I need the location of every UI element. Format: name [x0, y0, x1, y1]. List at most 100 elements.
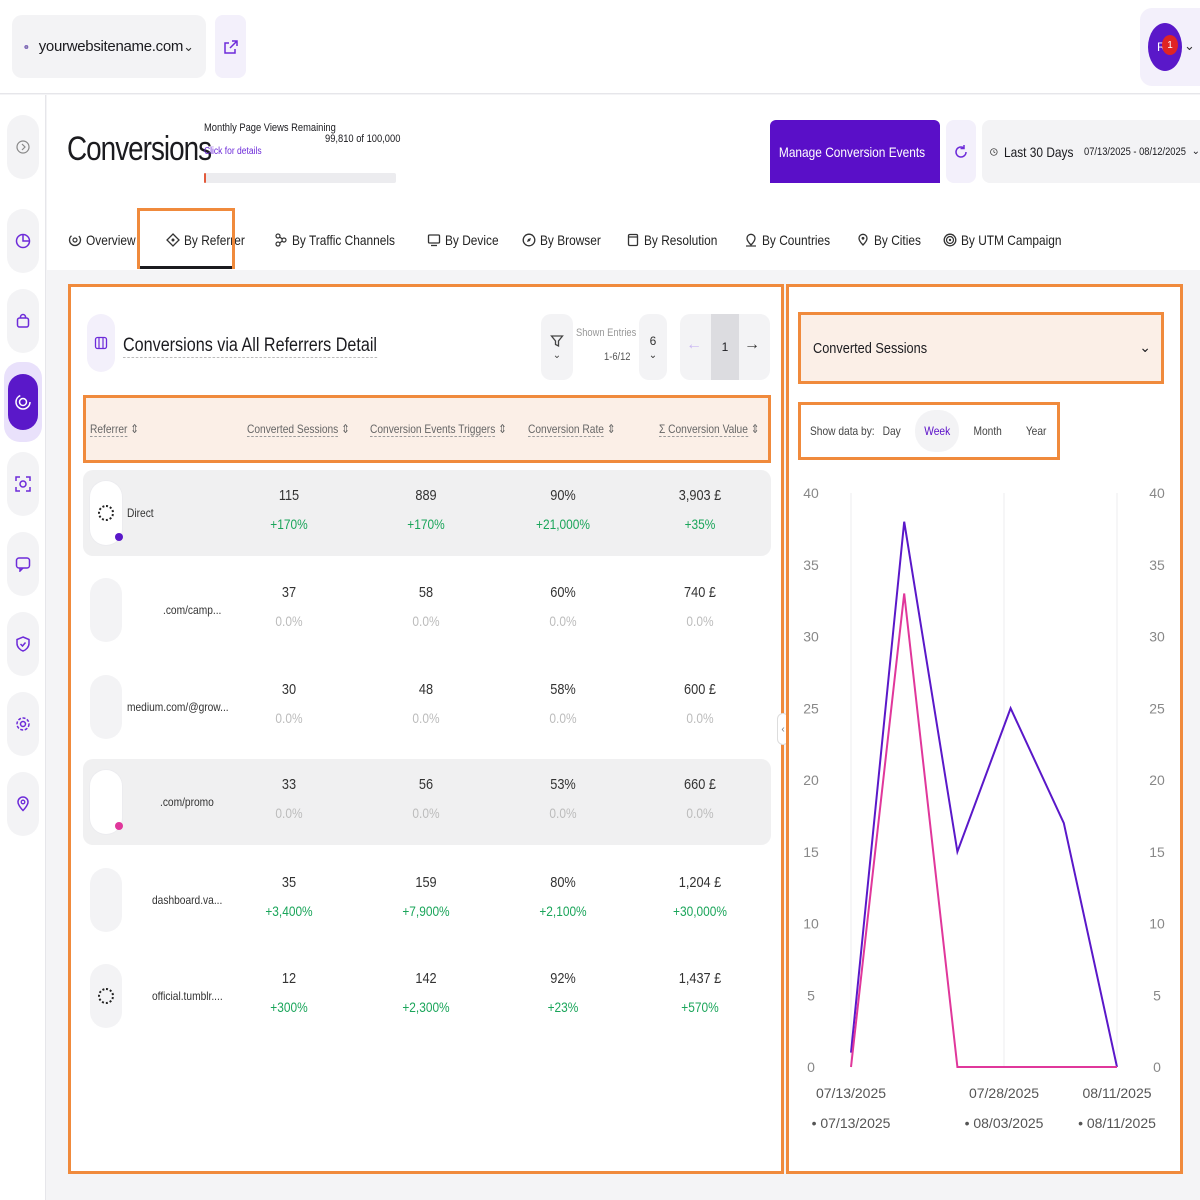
sidebar-item-dashboard[interactable]	[7, 209, 39, 273]
pagination: ← 1 →	[680, 314, 770, 380]
tab-by-device[interactable]: By Device	[426, 220, 517, 260]
y-tick-label-left: 30	[803, 629, 819, 645]
table-row[interactable]: Direct 115 +170% 889 +170% 90% +21,000% 3,9…	[83, 470, 771, 556]
change: +23%	[547, 999, 579, 1015]
page-number[interactable]: 1	[711, 314, 739, 380]
sessions-cell: 12 +300%	[249, 970, 329, 1015]
value: 3,903 £	[678, 487, 722, 504]
next-page-icon[interactable]: →	[744, 336, 760, 353]
value: 48	[418, 681, 434, 698]
column-header-conversion-rate[interactable]: Conversion Rate ⇕	[528, 422, 615, 437]
x-tick-label-previous: • 08/11/2025	[1078, 1115, 1156, 1131]
y-tick-label-left: 20	[803, 772, 819, 788]
site-selector[interactable]: yourwebsitename.com ⌄	[12, 15, 206, 78]
table-row[interactable]: dashboard.va... 35 +3,400% 159 +7,900% 80%…	[83, 857, 771, 943]
tab-by-resolution[interactable]: By Resolution	[625, 220, 739, 260]
sidebar-item-ecommerce[interactable]	[7, 289, 39, 353]
previous-page-icon[interactable]: ←	[686, 336, 702, 353]
tab-by-countries[interactable]: By Countries	[743, 220, 851, 260]
triggers-cell: 889 +170%	[386, 487, 466, 532]
column-label: Converted Sessions	[247, 422, 339, 437]
change: 0.0%	[549, 710, 577, 726]
quota-progress-bar	[204, 173, 396, 183]
sidebar-item-feedback[interactable]	[7, 532, 39, 596]
value: 33	[281, 776, 297, 793]
value: 159	[415, 874, 437, 891]
chevron-down-icon[interactable]: ⌄	[1184, 38, 1195, 53]
column-label: Σ Conversion Value	[659, 422, 748, 437]
change: +3,400%	[265, 903, 313, 919]
tab-by-traffic-channels[interactable]: By Traffic Channels	[273, 220, 422, 260]
entries-per-page-select[interactable]: 6 ⌄	[639, 314, 667, 380]
sidebar-item-conversions[interactable]	[4, 362, 42, 442]
series-dot	[115, 822, 123, 830]
external-link-button[interactable]	[215, 15, 246, 78]
metric-select[interactable]: Converted Sessions ⌄	[798, 312, 1164, 384]
tab-by-utm-campaign[interactable]: By UTM Campaign	[942, 220, 1088, 260]
sort-icon: ⇕	[130, 422, 139, 436]
chevron-down-icon: ⌄	[552, 349, 562, 361]
period-year-button[interactable]: Year	[1016, 410, 1056, 452]
period-week-button[interactable]: Week	[915, 410, 959, 452]
value: 58%	[550, 681, 576, 698]
shown-entries-label: Shown Entries	[576, 327, 637, 339]
value-cell: 660 £ 0.0%	[660, 776, 740, 821]
referrer-icon	[90, 481, 123, 545]
period-month-button[interactable]: Month	[966, 410, 1010, 452]
date-range-picker[interactable]: Last 30 Days 07/13/2025 - 08/12/2025 ⌄	[982, 120, 1200, 183]
chevron-down-icon: ⌄	[1139, 339, 1151, 355]
change: +21,000%	[536, 516, 590, 532]
tab-label: By UTM Campaign	[961, 232, 1062, 248]
sidebar-item-heatmaps[interactable]	[7, 452, 39, 516]
sidebar-item-settings[interactable]	[7, 692, 39, 756]
series-line	[850, 521, 1118, 1068]
quota-details-link[interactable]: Click for details	[204, 146, 262, 157]
user-menu[interactable]: RF 1 ⌄	[1140, 8, 1200, 86]
change: +2,300%	[402, 999, 450, 1015]
column-label: Conversion Events Triggers	[370, 422, 496, 437]
table-row[interactable]: .com/camp... 37 0.0% 58 0.0% 60% 0.0% 740 £…	[83, 567, 771, 653]
referrer-name: official.tumblr....	[152, 989, 223, 1003]
tab-overview[interactable]: Overview	[67, 220, 153, 260]
table-row[interactable]: .com/promo 33 0.0% 56 0.0% 53% 0.0% 660 £ 0.…	[83, 759, 771, 845]
period-day-button[interactable]: Day	[875, 410, 909, 452]
resolution-icon	[625, 232, 641, 248]
value: 37	[281, 584, 297, 601]
column-header-referrer[interactable]: Referrer ⇕	[90, 422, 139, 437]
table-row[interactable]: official.tumblr.... 12 +300% 142 +2,300% 9…	[83, 953, 771, 1039]
overview-icon	[67, 232, 83, 248]
rate-cell: 90% +21,000%	[523, 487, 603, 532]
column-header-conversion-value[interactable]: Σ Conversion Value ⇕	[659, 422, 759, 437]
tab-by-cities[interactable]: By Cities	[855, 220, 938, 260]
sessions-cell: 33 0.0%	[249, 776, 329, 821]
value: 1,204 £	[678, 874, 722, 891]
chat-icon	[15, 557, 31, 572]
table-row[interactable]: medium.com/@grow... 30 0.0% 48 0.0% 58% 0.0…	[83, 664, 771, 750]
cities-icon	[855, 232, 871, 248]
referrer-icon	[90, 578, 122, 642]
sessions-cell: 115 +170%	[249, 487, 329, 532]
change: +570%	[681, 999, 719, 1015]
utm-icon	[942, 232, 958, 248]
referrer-icon	[90, 675, 122, 739]
filter-button[interactable]: ⌄	[541, 314, 573, 380]
active-tab-highlight	[137, 208, 235, 269]
column-header-converted-sessions[interactable]: Converted Sessions ⇕	[247, 422, 350, 437]
manage-conversion-events-button[interactable]: Manage Conversion Events	[770, 120, 940, 183]
value: 80%	[550, 874, 576, 891]
y-tick-label-left: 35	[803, 557, 819, 573]
change: +300%	[270, 999, 308, 1015]
countries-icon	[743, 232, 759, 248]
refresh-button[interactable]	[946, 120, 976, 183]
sidebar-item-collapse[interactable]	[7, 115, 39, 179]
tab-by-browser[interactable]: By Browser	[521, 220, 621, 260]
column-header-conversion-events-triggers[interactable]: Conversion Events Triggers ⇕	[370, 422, 507, 437]
bag-icon	[16, 313, 30, 328]
globe-icon	[24, 44, 29, 49]
period-label: Day	[882, 424, 902, 438]
y-tick-label-right: 10	[1149, 916, 1165, 932]
tab-by-referrer[interactable]: By Referrer	[165, 220, 265, 260]
sidebar-item-security[interactable]	[7, 612, 39, 676]
sidebar-item-locations[interactable]	[7, 772, 39, 836]
y-tick-label-left: 5	[807, 987, 815, 1003]
